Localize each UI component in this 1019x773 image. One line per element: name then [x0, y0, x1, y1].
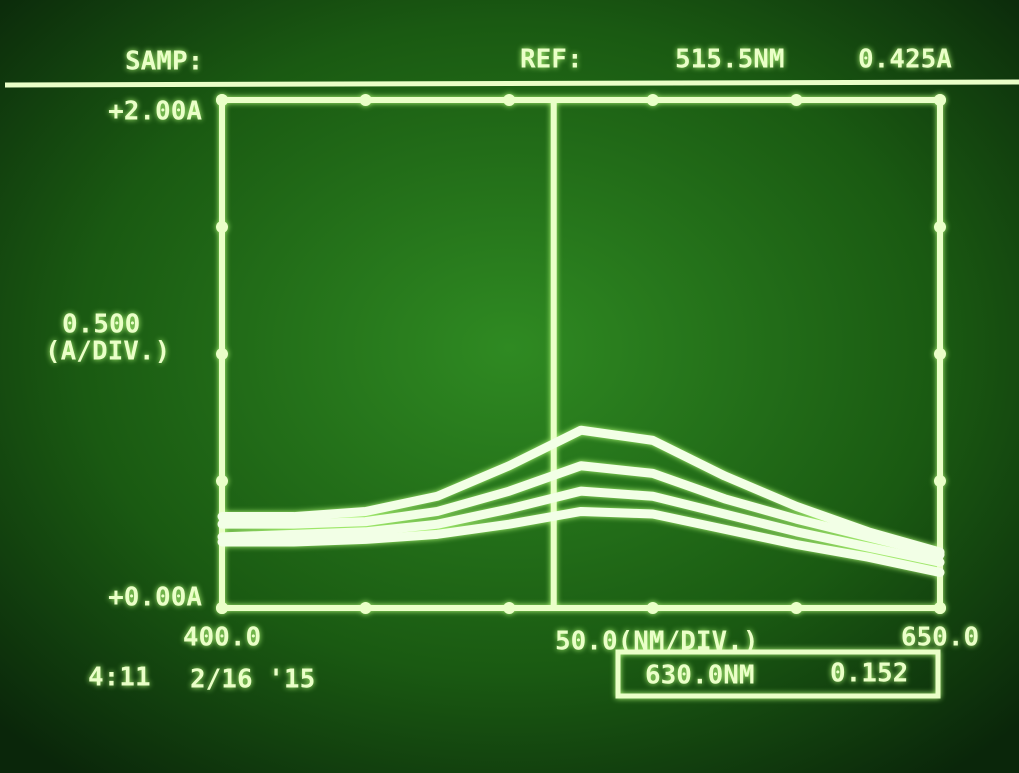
- x-tick-dot: [934, 94, 946, 106]
- y-tick-dot: [216, 348, 228, 360]
- x-tick-dot: [360, 602, 372, 614]
- y-tick-dot: [934, 348, 946, 360]
- y-tick-dot: [216, 221, 228, 233]
- y-scale-value: 0.500: [62, 310, 140, 340]
- x-tick-label: 400.0: [183, 623, 261, 653]
- x-tick-label: 650.0: [901, 623, 979, 653]
- date: 2/16 '15: [190, 665, 315, 695]
- x-tick-dot: [503, 94, 515, 106]
- x-tick-dot: [216, 602, 228, 614]
- x-tick-dot: [360, 94, 372, 106]
- header-rule: [5, 82, 1019, 85]
- y-tick-label: +2.00A: [108, 97, 202, 127]
- x-tick-dot: [790, 602, 802, 614]
- y-tick-dot: [216, 475, 228, 487]
- x-tick-dot: [647, 94, 659, 106]
- sample-label: SAMP:: [125, 47, 203, 77]
- x-tick-dot: [790, 94, 802, 106]
- instrument-screen: SAMP: REF: 515.5NM 0.425A 0.500 (A/DIV.)…: [0, 0, 1019, 773]
- ref-wavelength: 515.5NM: [675, 45, 785, 75]
- y-tick-dot: [934, 221, 946, 233]
- cursor-absorbance: 0.152: [830, 659, 908, 689]
- y-tick-label: +0.00A: [108, 583, 202, 613]
- x-tick-dot: [216, 94, 228, 106]
- cursor-wavelength: 630.0NM: [645, 661, 755, 691]
- y-scale-unit: (A/DIV.): [45, 337, 170, 367]
- ref-absorbance: 0.425A: [858, 45, 952, 75]
- y-tick-dot: [934, 475, 946, 487]
- ref-label: REF:: [520, 45, 583, 75]
- time: 4:11: [88, 663, 151, 693]
- x-tick-dot: [503, 602, 515, 614]
- x-tick-dot: [647, 602, 659, 614]
- x-tick-dot: [934, 602, 946, 614]
